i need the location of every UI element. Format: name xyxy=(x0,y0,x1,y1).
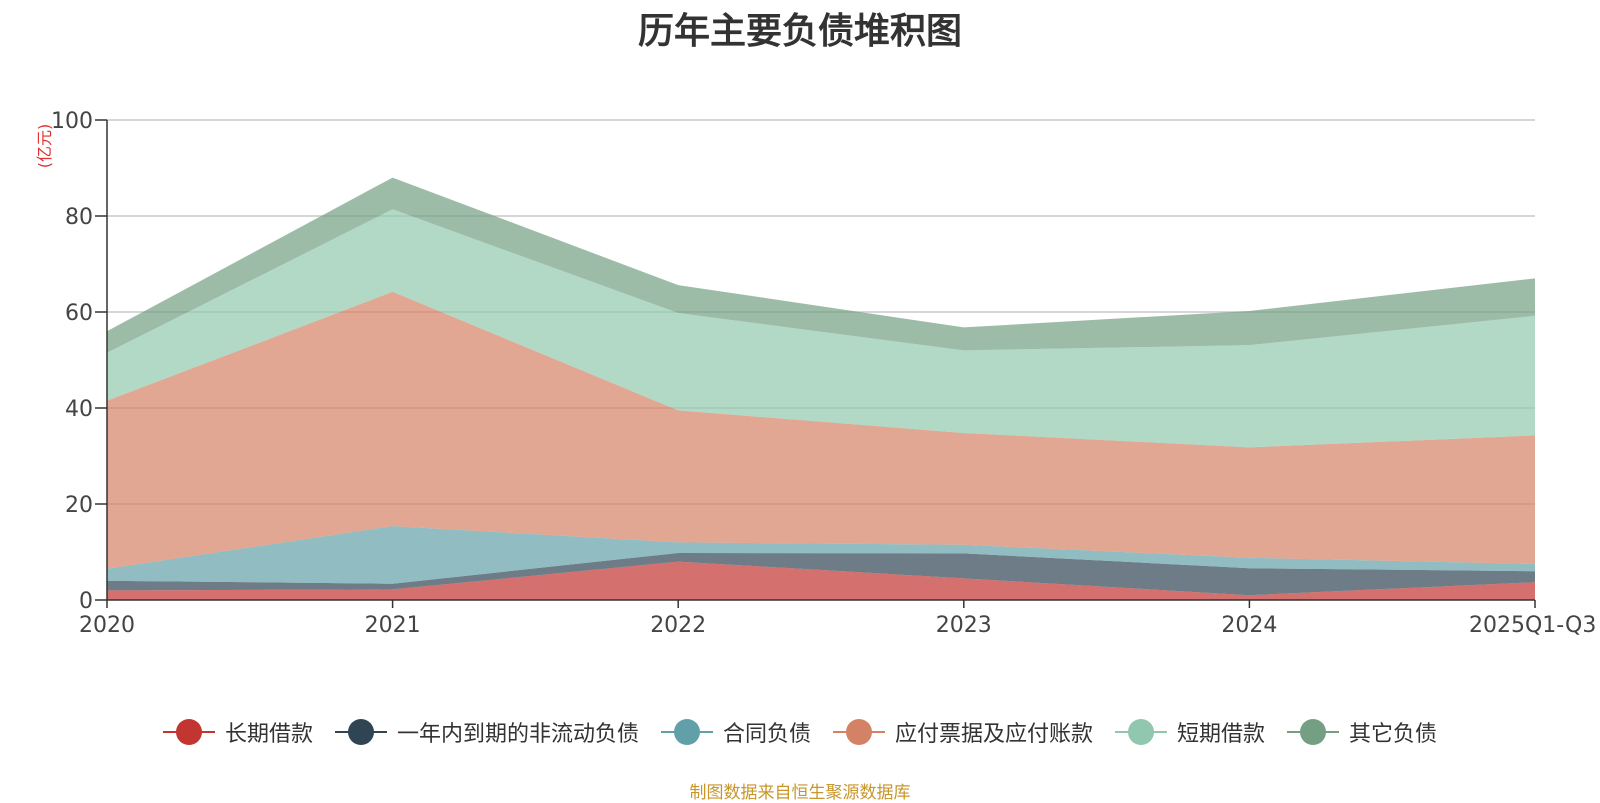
legend: 长期借款 一年内到期的非流动负债 合同负债 应付票据及应付账款 短期借款 其它负债 xyxy=(0,716,1600,748)
x-tick-label: 2025Q1-Q3 xyxy=(1469,613,1596,638)
legend-marker-icon xyxy=(1287,719,1340,745)
y-tick-label: 0 xyxy=(79,589,93,614)
x-tick-label: 2020 xyxy=(79,613,135,638)
area-4 xyxy=(107,291,1535,569)
legend-item[interactable]: 合同负债 xyxy=(660,716,811,748)
x-tick-label: 2023 xyxy=(936,613,992,638)
legend-item[interactable]: 其它负债 xyxy=(1287,716,1437,748)
y-tick-label: 100 xyxy=(51,109,93,134)
legend-marker-icon xyxy=(334,719,387,745)
legend-label: 应付票据及应付账款 xyxy=(895,722,1094,747)
legend-label: 一年内到期的非流动负债 xyxy=(396,722,639,747)
y-axis-unit-label: (亿元) xyxy=(35,124,54,169)
chart-title: 历年主要负债堆积图 xyxy=(637,11,962,52)
y-tick-label: 40 xyxy=(65,397,93,422)
x-tick-label: 2021 xyxy=(365,613,421,638)
legend-label: 短期借款 xyxy=(1177,722,1266,747)
area-2 xyxy=(107,553,1535,596)
area-6 xyxy=(107,177,1535,353)
legend-marker-icon xyxy=(1115,719,1168,745)
legend-marker-icon xyxy=(833,719,885,745)
source-note: 制图数据来自恒生聚源数据库 xyxy=(689,783,911,803)
legend-marker-icon xyxy=(162,719,215,745)
legend-label: 其它负债 xyxy=(1349,722,1438,747)
y-tick-label: 60 xyxy=(65,301,93,326)
y-tick-label: 80 xyxy=(65,205,93,230)
legend-label: 合同负债 xyxy=(722,722,811,747)
legend-item[interactable]: 短期借款 xyxy=(1115,716,1265,748)
legend-marker-icon xyxy=(660,719,713,745)
x-tick-label: 2024 xyxy=(1221,613,1277,638)
area-3 xyxy=(107,526,1535,584)
x-tick-label: 2022 xyxy=(650,613,706,638)
legend-item[interactable]: 应付票据及应付账款 xyxy=(833,716,1093,748)
y-tick-label: 20 xyxy=(65,493,93,518)
tick-labels: 0 20 40 60 80 100 2020 2021 2022 2023 2024 2025Q1-Q… xyxy=(35,109,1596,638)
area-5 xyxy=(107,209,1535,448)
area-1 xyxy=(107,561,1535,600)
legend-item[interactable]: 长期借款 xyxy=(162,716,313,748)
axes xyxy=(95,119,1536,608)
area-series xyxy=(107,177,1535,600)
legend-item[interactable]: 一年内到期的非流动负债 xyxy=(334,716,639,748)
legend-label: 长期借款 xyxy=(224,722,313,747)
